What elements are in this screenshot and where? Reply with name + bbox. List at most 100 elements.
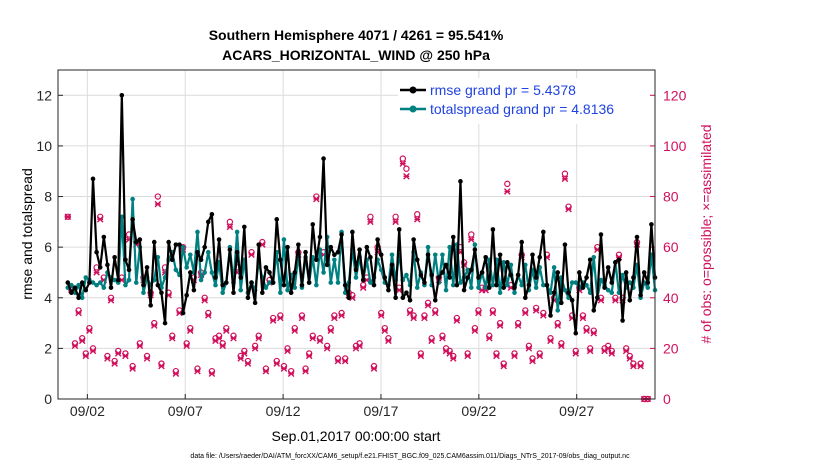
assimilated-obs-marker (223, 327, 230, 334)
assimilated-obs-marker (630, 362, 637, 370)
rmse-point (523, 295, 528, 301)
rmse-point (591, 308, 597, 313)
rmse-point (613, 260, 618, 265)
totalspread-point (238, 287, 244, 293)
rmse-point (483, 254, 488, 260)
rmse-point (285, 244, 290, 250)
assimilated-obs-marker (89, 347, 97, 355)
totalspread-point (458, 280, 463, 285)
rmse-point (260, 290, 265, 296)
rmse-point (486, 285, 492, 290)
rmse-point (166, 239, 171, 245)
rmse-point (187, 270, 193, 275)
rmse-point (141, 282, 146, 288)
possible-obs-marker (561, 170, 569, 177)
x-tick-label: 09/27 (559, 403, 594, 419)
assimilated-obs-marker (381, 327, 389, 334)
plot-area-frame (57, 69, 656, 400)
rmse-point (328, 244, 334, 250)
rmse-point (335, 249, 341, 255)
rmse-point (115, 277, 121, 283)
assimilated-obs-marker (359, 284, 367, 291)
totalspread-point (440, 252, 445, 258)
rmse-point (638, 292, 643, 298)
y-axis-label-left: rmse and totalspread (19, 168, 35, 300)
assimilated-obs-marker (532, 307, 540, 314)
rmse-point (544, 282, 550, 288)
assimilated-obs-marker (316, 337, 324, 345)
totalspread-point (76, 282, 81, 288)
totalspread-point (501, 260, 506, 265)
totalspread-point (292, 285, 298, 290)
y-tick-label-left: 10 (36, 138, 52, 154)
rmse-point (321, 156, 326, 161)
rmse-point (112, 254, 117, 260)
totalspread-point (278, 290, 283, 296)
assimilated-obs-marker (500, 362, 507, 370)
totalspread-point (490, 282, 496, 288)
rmse-point (65, 280, 71, 285)
assimilated-obs-marker (273, 360, 281, 367)
totalspread-point (285, 287, 290, 293)
assimilated-obs-marker (626, 355, 634, 362)
assimilated-obs-marker (413, 216, 421, 223)
totalspread-point (332, 257, 337, 263)
assimilated-obs-marker (637, 362, 644, 370)
x-tick-label: 09/07 (168, 403, 203, 419)
rmse-point (584, 275, 589, 280)
assimilated-obs-marker (111, 360, 118, 367)
rmse-line (66, 94, 657, 335)
rmse-point (90, 176, 96, 182)
rmse-point (468, 267, 474, 273)
assimilated-obs-marker (136, 342, 144, 350)
assimilated-obs-marker (204, 312, 212, 319)
totalspread-point (573, 280, 579, 285)
assimilated-obs-marker (194, 367, 201, 375)
totalspread-point (130, 196, 135, 202)
totalspread-point (468, 285, 474, 290)
assimilated-obs-marker (104, 355, 111, 362)
possible-obs-marker (403, 165, 410, 172)
rmse-point (425, 252, 431, 258)
assimilated-obs-marker (406, 309, 414, 317)
rmse-point (155, 282, 161, 288)
assimilated-obs-marker (323, 345, 331, 352)
totalspread-point (512, 290, 517, 296)
totalspread-point (267, 280, 272, 285)
rmse-point (645, 280, 651, 285)
totalspread-point (432, 252, 438, 258)
totalspread-point (414, 285, 420, 290)
rmse-point (303, 249, 308, 255)
assimilated-obs-marker (431, 309, 439, 317)
totalspread-point (141, 290, 146, 296)
rmse-point (414, 257, 420, 263)
assimilated-obs-marker (395, 286, 403, 294)
rmse-point (267, 270, 272, 275)
assimilated-obs-marker (558, 342, 565, 350)
rmse-point (281, 282, 287, 288)
assimilated-obs-marker (143, 355, 151, 362)
assimilated-obs-marker (424, 302, 432, 309)
totalspread-point (519, 282, 525, 288)
assimilated-obs-marker (244, 360, 252, 367)
rmse-point (234, 249, 240, 255)
assimilated-obs-marker (93, 269, 100, 276)
totalspread-point (94, 282, 99, 288)
y-tick-label-left: 0 (44, 391, 52, 407)
rmse-point (458, 179, 463, 184)
rmse-point (79, 280, 85, 285)
rmse-point (512, 285, 517, 290)
rmse-point (569, 298, 575, 303)
assimilated-obs-marker (612, 297, 619, 304)
x-tick-label: 09/17 (363, 403, 398, 419)
rmse-point (530, 252, 535, 258)
rmse-point (371, 282, 377, 288)
rmse-point (382, 275, 388, 280)
assimilated-obs-marker (446, 350, 453, 357)
totalspread-point (220, 290, 225, 296)
rmse-point (386, 287, 391, 293)
rmse-point (159, 290, 164, 296)
x-tick-label: 09/02 (70, 403, 105, 419)
totalspread-point (133, 280, 139, 285)
rmse-point (205, 219, 211, 225)
